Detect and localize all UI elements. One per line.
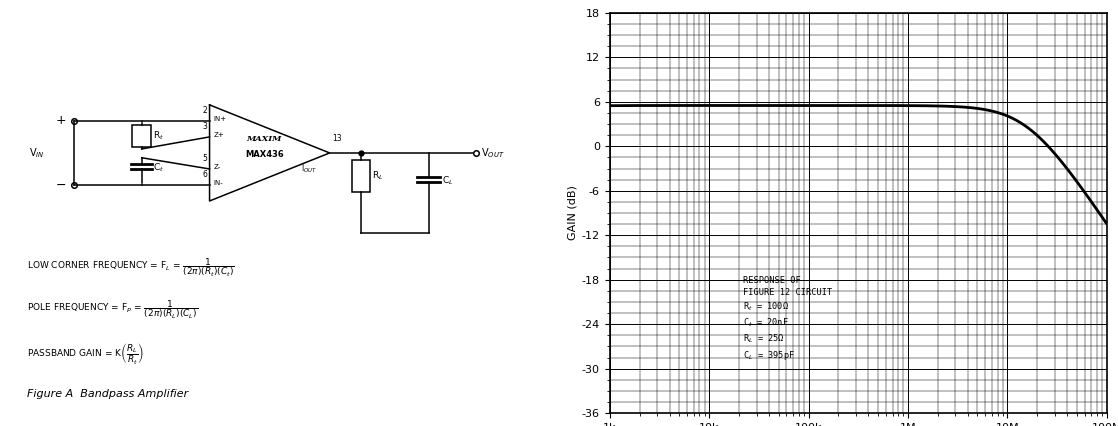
Text: POLE FREQUENCY = F$_P$ = $\dfrac{1}{(2\pi)(R_L)(C_L)}$: POLE FREQUENCY = F$_P$ = $\dfrac{1}{(2\p…: [27, 299, 198, 321]
Text: 6: 6: [202, 170, 207, 179]
Text: Z+: Z+: [214, 132, 225, 138]
Text: IN+: IN+: [214, 116, 227, 122]
Text: IN-: IN-: [214, 180, 224, 186]
Text: C$_L$: C$_L$: [443, 175, 454, 187]
Text: I$_{OUT}$: I$_{OUT}$: [301, 163, 316, 176]
Text: PASSBAND GAIN = K$\left(\dfrac{R_L}{R_t}\right)$: PASSBAND GAIN = K$\left(\dfrac{R_L}{R_t}…: [27, 341, 143, 366]
Text: RESPONSE OF
FIGURE 12 CIRCUIT
R$_t$ = 100Ω
C$_t$ = 20nF
R$_L$ = 25Ω
C$_L$ = 395p: RESPONSE OF FIGURE 12 CIRCUIT R$_t$ = 10…: [743, 276, 833, 362]
Text: 5: 5: [202, 154, 207, 163]
Text: R$_t$: R$_t$: [153, 130, 164, 142]
Text: 2: 2: [202, 106, 207, 115]
Text: Figure A  Bandpass Amplifier: Figure A Bandpass Amplifier: [27, 389, 188, 399]
Text: 13: 13: [332, 134, 342, 143]
Text: MAX436: MAX436: [245, 150, 284, 159]
Text: V$_{OUT}$: V$_{OUT}$: [481, 146, 504, 160]
Text: MAXIM: MAXIM: [247, 135, 282, 143]
Text: +: +: [56, 115, 66, 127]
Bar: [132, 125, 151, 147]
Y-axis label: GAIN (dB): GAIN (dB): [568, 186, 578, 240]
Text: Z-: Z-: [214, 164, 221, 170]
Text: R$_L$: R$_L$: [372, 170, 383, 182]
Text: −: −: [56, 178, 66, 191]
Text: 3: 3: [202, 122, 207, 131]
Text: LOW CORNER FREQUENCY = F$_L$ = $\dfrac{1}{(2\pi)(R_t)(C_t)}$: LOW CORNER FREQUENCY = F$_L$ = $\dfrac{1…: [27, 257, 235, 279]
Text: V$_{IN}$: V$_{IN}$: [29, 146, 45, 160]
Text: C$_t$: C$_t$: [153, 161, 164, 174]
Bar: [351, 160, 370, 192]
